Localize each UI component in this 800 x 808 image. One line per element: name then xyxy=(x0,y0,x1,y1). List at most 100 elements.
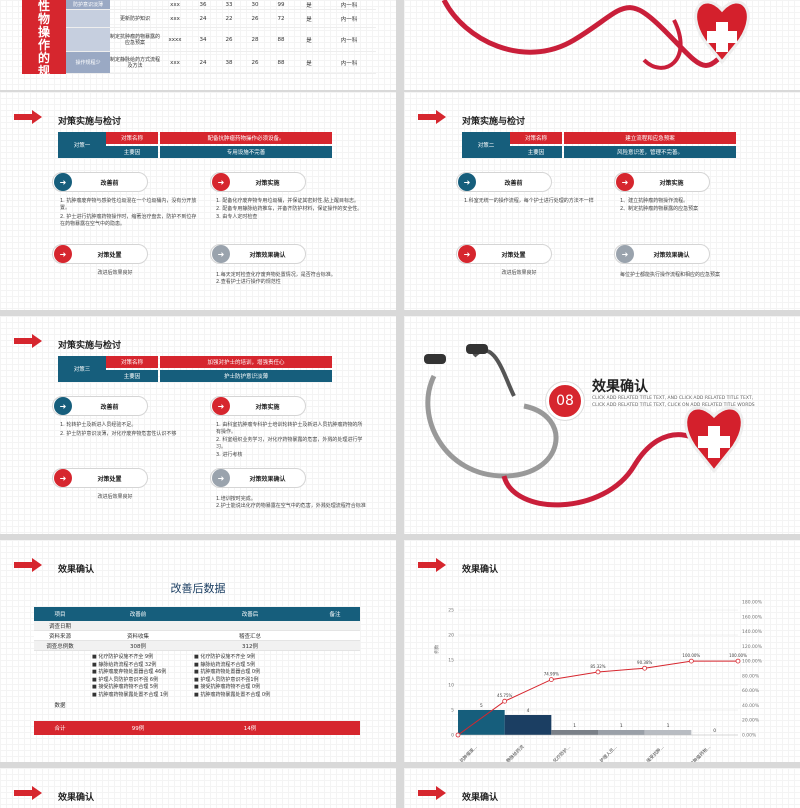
bar-label: 1 xyxy=(667,723,670,729)
score-cell: 26 xyxy=(225,36,233,43)
cause-label: 主要因 xyxy=(106,146,158,158)
arrow-icon xyxy=(418,786,446,800)
table-row: 制定抗肿瘤药物暴露的应急预案 xxxx 34 26 28 88 是 内一科 xyxy=(66,28,376,52)
list-item: ■ 护理人员防护意识不强 6例 xyxy=(92,676,159,683)
bar xyxy=(644,730,692,735)
table-row: 调查总例数 308例 312例 xyxy=(34,641,360,651)
slide-plan-1: 对策实施与检讨 对策一 对策名称 配备抗肿瘤药物操作必须设备。 主要因 专用设施不完善 ➜ 改… xyxy=(0,92,396,310)
arrow-circle-icon: ➜ xyxy=(212,245,230,263)
y-tick-label: 0 xyxy=(451,733,454,739)
y2-tick-label: 180.00% xyxy=(742,600,763,606)
total-row: 合计 99例 14例 xyxy=(34,721,360,735)
implement-list: 1、建立抗肿瘤药物操作流程。 2、制定抗肿瘤药物暴露的应急预案 xyxy=(620,198,770,214)
list-item: 1.科室无统一的操作流程，每个护士进行处理的方法不一样 xyxy=(464,198,594,204)
slide-bottom-right: 效果确认 xyxy=(404,768,800,808)
bar xyxy=(598,730,645,735)
x-tick-label: 抗肿瘤药物... xyxy=(688,743,712,762)
handle-pill: ➜ 对策处置 xyxy=(52,244,148,264)
arrow-circle-icon: ➜ xyxy=(458,173,476,191)
line-point xyxy=(595,669,601,675)
pill-label: 对策处置 xyxy=(97,251,122,259)
dept-cell: 内一科 xyxy=(340,16,358,23)
column-header: 项目 xyxy=(54,612,66,618)
dept-cell: 内一科 xyxy=(340,2,358,9)
implement-pill: ➜ 对策实施 xyxy=(210,172,306,192)
after-list: ■ 化疗防护设施不齐全 9例 ■ 静脉给药流程不合理 5例 ■ 抗肿瘤药物处置器合理… xyxy=(190,651,310,721)
arrow-icon xyxy=(14,110,42,124)
y2-tick-label: 140.00% xyxy=(742,629,763,635)
person-cell: xxx xyxy=(170,15,180,22)
slide-section-08: 08 效果确认 CLICK ADD RELATED TITLE TEXT, AN… xyxy=(404,316,800,534)
x-tick-label: 护理人员... xyxy=(598,743,619,762)
measure-name: 建立流程和应急预案 xyxy=(564,132,736,144)
list-item: ■ 抗肿瘤药物暴露处置不合理 0例 xyxy=(194,691,271,698)
list-item: 3. 进行考核 xyxy=(216,452,243,458)
effect-table: 项目 改善前 改善后 备注 调查日期 资料来源 资料收集 稽查汇总 调查总例数 308例 312例数… xyxy=(34,607,360,735)
handle-text: 改进后效果良好 xyxy=(501,270,537,276)
person-cell: xxx xyxy=(170,59,180,66)
before-list: 1.科室无统一的操作流程，每个护士进行处理的方法不一样 xyxy=(464,198,604,207)
sub-cause-cell xyxy=(66,10,110,27)
slide-title: 对策实施与检讨 xyxy=(58,117,122,127)
table-row: 防护意识淡薄 xxx 36 33 30 99 是 内一科 xyxy=(66,0,376,10)
arrow-circle-icon: ➜ xyxy=(458,245,476,263)
score-cell: 26 xyxy=(251,59,259,66)
list-item: 1.每天定时检查化疗废弃物处置情况，是否符合标准。 xyxy=(216,272,336,278)
table-cell xyxy=(310,621,360,630)
bar-label: 5 xyxy=(480,703,483,709)
list-item: 1、建立抗肿瘤药物操作流程。 xyxy=(620,198,689,204)
list-item: 2.查看护士进行操作的规范性 xyxy=(216,279,281,285)
column-header: 改善前 xyxy=(129,612,147,618)
slide-plan-3: 对策实施与检讨 对策三 对策名称 加强对护士的培训，增强责任心 主要因 护士防护意识淡薄 ➜… xyxy=(0,316,396,534)
list-item: 1. 由科室抗肿瘤专科护士培训轮转护士及新进人员抗肿瘤药物的所有操作。 xyxy=(216,422,363,435)
score-cell: 88 xyxy=(277,59,285,66)
slide-bottom-left: 效果确认 xyxy=(0,768,396,808)
slide-title: 对策实施与检讨 xyxy=(58,341,122,351)
list-item: ■ 化疗防护设施不齐全 9例 xyxy=(92,654,154,660)
bar-label: 1 xyxy=(573,723,576,729)
slide-title: 效果确认 xyxy=(58,565,95,575)
line-label: 74.99% xyxy=(544,672,559,677)
y2-tick-label: 60.00% xyxy=(742,688,760,694)
measure-tag: 对策二 xyxy=(462,132,510,158)
section-description: CLICK ADD RELATED TITLE TEXT, AND CLICK … xyxy=(592,396,755,408)
sub-cause-cell xyxy=(66,28,110,51)
flag-cell: 是 xyxy=(306,2,312,9)
bar xyxy=(458,710,505,735)
score-cell: 24 xyxy=(199,59,207,66)
total-cell: 14例 xyxy=(243,726,257,732)
x-tick-label: 静脉给药流 xyxy=(505,743,526,762)
list-item: 1.培训按时完成。 xyxy=(216,496,256,502)
score-cell: 28 xyxy=(251,36,259,43)
list-item: 2. 配备专用静脉给药推车，并备齐防护材料，保证操作的安全性。 xyxy=(216,206,363,212)
confirm-list: 1.培训按时完成。 2.护士能说出化疗药物暴露在空气中的危害，外溅处理流程符合标准 xyxy=(216,496,376,510)
list-item: ■ 化疗防护设施不齐全 9例 xyxy=(194,654,256,660)
list-item: 1. 配备化疗废弃物专用垃圾桶，并保证其密封性,贴上醒目标志。 xyxy=(216,198,359,204)
sub-cause-cell: 防护意识淡薄 xyxy=(66,0,110,9)
before-pill: ➜ 改善前 xyxy=(456,172,552,192)
arrow-icon xyxy=(418,110,446,124)
x-tick-label: 抗肿瘤废... xyxy=(458,743,479,762)
bar xyxy=(551,730,598,735)
score-cell: 34 xyxy=(199,36,207,43)
handle-pill: ➜ 对策处置 xyxy=(456,244,552,264)
score-cell: 24 xyxy=(199,15,207,22)
score-cell: 99 xyxy=(277,1,285,8)
y2-tick-label: 0.00% xyxy=(742,733,757,739)
slide-cover-fragment xyxy=(404,0,800,90)
main-cause: 护士防护意识淡薄 xyxy=(160,370,332,382)
y-tick-label: 15 xyxy=(448,658,454,664)
table-header: 项目 改善前 改善后 备注 xyxy=(34,607,360,621)
measure-name: 加强对护士的培训，增强责任心 xyxy=(160,356,332,368)
measure-cell: 更新防护知识 xyxy=(119,15,150,22)
side-label: 性 物 操 作 的 规 xyxy=(22,0,66,78)
implement-list: 1. 配备化疗废弃物专用垃圾桶，并保证其密封性,贴上醒目标志。 2. 配备专用静脉… xyxy=(216,198,366,222)
list-item: ■ 静脉给药流程不合理 32例 xyxy=(92,661,157,668)
score-cell: 72 xyxy=(277,15,285,22)
line-label: 45.75% xyxy=(497,693,512,698)
handle-text: 改进后效果良好 xyxy=(97,494,133,500)
arrow-circle-icon: ➜ xyxy=(54,245,72,263)
table-cell: 数据 xyxy=(54,703,66,709)
line-label: 100.00% xyxy=(729,653,747,658)
section-title: 效果确认 xyxy=(592,379,648,395)
